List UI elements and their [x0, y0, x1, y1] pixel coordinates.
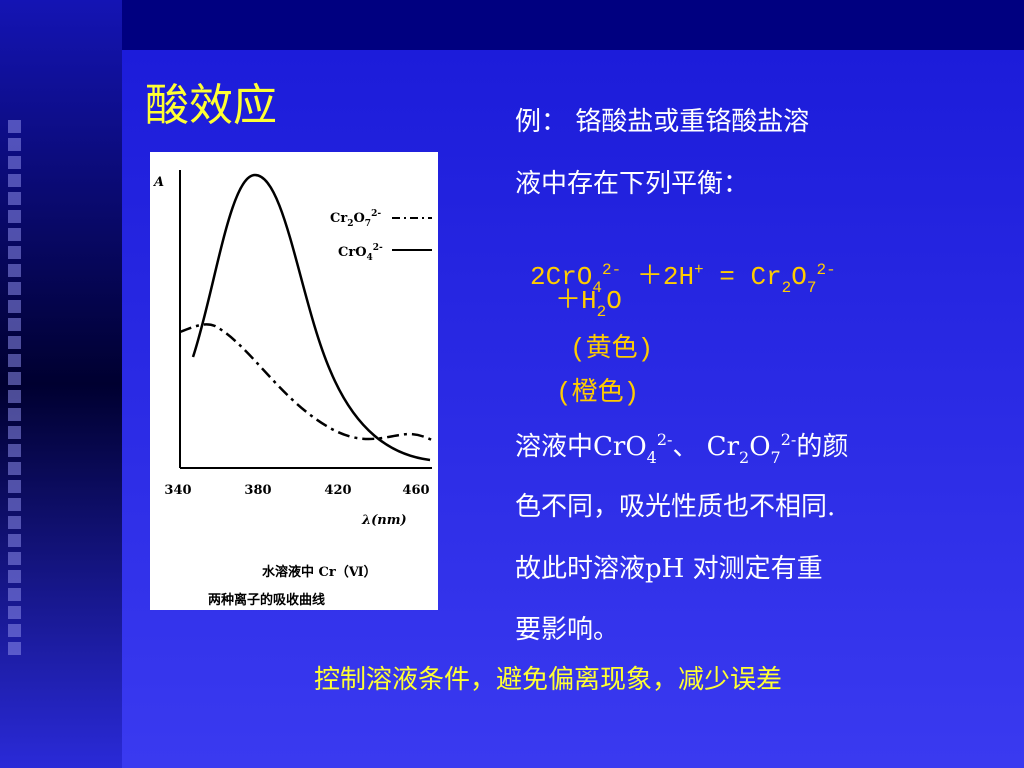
x-tick-label: 340 [164, 483, 191, 498]
body-text: 要影响。 [515, 615, 619, 645]
superscript: 2- [817, 261, 836, 279]
top-band [122, 0, 1024, 50]
superscript: 2- [781, 430, 797, 449]
superscript: 2- [657, 430, 673, 449]
text: Cr [330, 211, 347, 226]
subscript: 2 [347, 219, 353, 229]
text: 2CrO [530, 262, 592, 292]
text: O [749, 432, 770, 462]
text: 的颜 [796, 432, 848, 462]
text: O [791, 262, 807, 292]
text: CrO [338, 245, 367, 260]
x-axis-label: λ(nm) [361, 513, 407, 528]
subscript: 7 [771, 448, 781, 467]
caption: 水溶液中 Cr（Ⅵ） [262, 564, 377, 580]
text: ＋2H [621, 262, 694, 292]
caption: 两种离子的吸收曲线 [208, 592, 325, 608]
subscript: 2 [782, 279, 792, 297]
body-text: 溶液中CrO42-、 Cr2O72-的颜 [515, 430, 848, 467]
superscript: 2- [602, 261, 621, 279]
x-tick-label: 460 [402, 483, 429, 498]
superscript: 2- [373, 243, 383, 253]
equation: ＋H2O [555, 286, 622, 321]
y-axis-label: A [152, 175, 164, 190]
body-text: 例： 铬酸盐或重铬酸盐溶 [515, 107, 809, 137]
croa-curve [191, 173, 431, 462]
subscript: 2 [597, 303, 607, 321]
subscript: 4 [592, 279, 602, 297]
text: 、 Cr [672, 432, 739, 462]
text: 溶液中CrO [515, 432, 647, 462]
text: ＋H [555, 286, 597, 316]
figure: A 340 380 420 460 λ(nm) Cr2O72- CrO42- 水… [150, 152, 438, 610]
text: O [353, 211, 364, 226]
text: = Cr [704, 262, 782, 292]
conclusion: 控制溶液条件，避免偏离现象，减少误差 [314, 665, 782, 695]
x-tick-label: 380 [244, 483, 271, 498]
superscript: + [694, 261, 704, 279]
square-column [8, 120, 26, 660]
subscript: 7 [365, 219, 371, 229]
color-note: (黄色) [570, 333, 653, 364]
x-tick-label: 420 [324, 483, 351, 498]
superscript: 2- [371, 209, 381, 219]
equation: 2CrO42- ＋2H+ = Cr2O72- [530, 261, 836, 297]
subscript: 4 [647, 448, 657, 467]
body-text: 液中存在下列平衡： [515, 169, 749, 199]
text: O [606, 286, 622, 316]
cr2o7-curve [179, 323, 433, 442]
body-text: 色不同，吸光性质也不相同. [515, 492, 835, 522]
legend-label: Cr2O72- [330, 209, 381, 229]
subscript: 2 [739, 448, 749, 467]
subscript: 4 [367, 253, 373, 263]
title: 酸效应 [145, 80, 277, 131]
figure-background [150, 152, 438, 610]
subscript: 7 [807, 279, 817, 297]
body-text: 故此时溶液pH 对测定有重 [515, 554, 823, 584]
color-note: (橙色) [556, 377, 639, 408]
legend-label: CrO42- [338, 243, 383, 263]
